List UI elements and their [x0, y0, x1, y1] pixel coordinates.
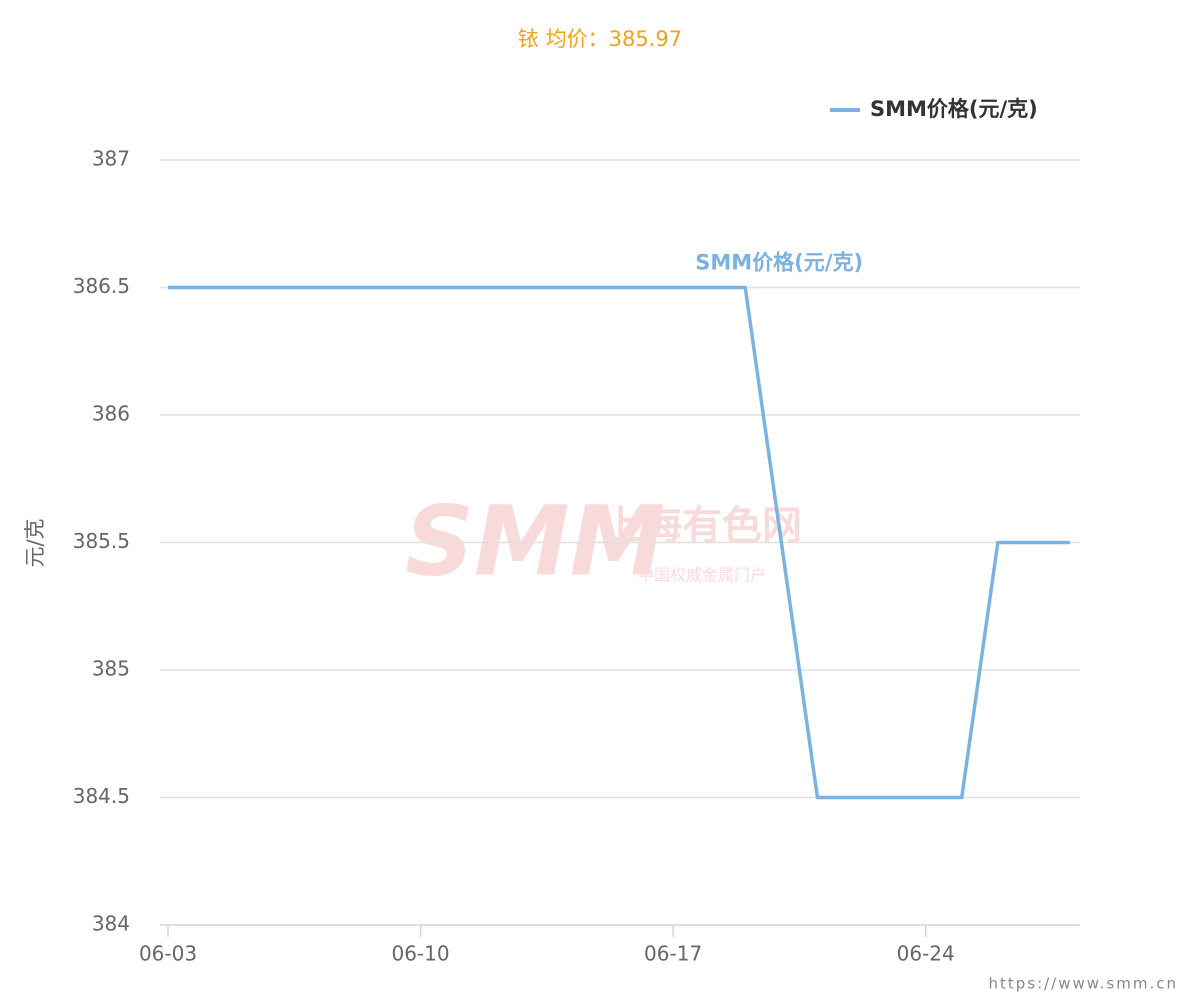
y-tick-label: 385.5 — [73, 529, 130, 553]
watermark-name: 上海有色网 — [602, 503, 802, 549]
y-tick-label: 386.5 — [73, 274, 130, 298]
x-tick-label: 06-17 — [644, 942, 702, 966]
watermark-logo: SMM — [405, 485, 665, 597]
series-label: SMM价格(元/克) — [695, 251, 863, 275]
x-tick-label: 06-24 — [897, 942, 955, 966]
x-tick-label: 06-10 — [391, 942, 449, 966]
x-tick-label: 06-03 — [139, 942, 197, 966]
watermark: SMM 上海有色网 中国权威金属门户 — [405, 485, 802, 597]
y-axis-label: 元/克 — [23, 518, 47, 567]
y-tick-label: 384 — [92, 912, 130, 936]
y-tick-label: 386 — [92, 402, 130, 426]
line-series — [168, 285, 1070, 800]
source-url: https://www.smm.cn — [988, 975, 1178, 993]
legend-label: SMM价格(元/克) — [870, 97, 1038, 121]
chart-title: 铱 均价：385.97 — [518, 27, 682, 51]
y-tick-label: 385 — [92, 657, 130, 681]
y-tick-label: 384.5 — [73, 784, 130, 808]
watermark-slogan: 中国权威金属门户 — [638, 566, 766, 585]
y-tick-label: 387 — [92, 147, 130, 171]
